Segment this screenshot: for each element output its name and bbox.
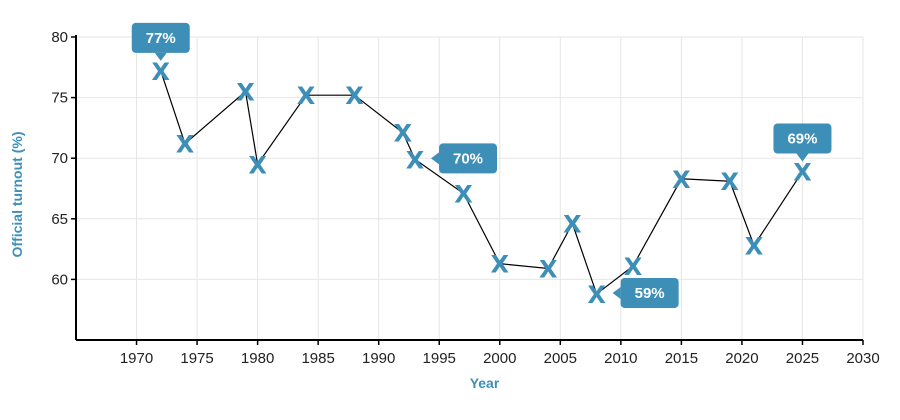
y-tick-label: 65	[51, 211, 68, 228]
x-tick-label: 1990	[362, 350, 395, 367]
data-point: X	[297, 82, 316, 110]
data-point: X	[491, 251, 510, 279]
callout-pointer	[154, 52, 167, 61]
callout-box	[620, 277, 679, 308]
data-point: X	[624, 253, 643, 281]
gridlines	[76, 36, 864, 340]
x-tick-label: 2025	[786, 350, 819, 367]
data-point: X	[345, 82, 364, 110]
callout-label: 70%	[453, 150, 483, 167]
callout-box	[439, 143, 498, 174]
x-tick-label: 1975	[180, 350, 213, 367]
y-tick-label: 70	[51, 150, 68, 167]
annotation-callout: 70%	[431, 143, 498, 174]
data-point: X	[236, 79, 255, 107]
x-tick-labels: 1970 1975 1980 1985 1990 1995 2000 2005 2010 2015…	[120, 350, 880, 367]
x-axis-title: Year	[470, 375, 500, 391]
x-tick-label: 2030	[846, 350, 879, 367]
annotation-callout: 59%	[612, 277, 679, 308]
y-tick-label: 60	[51, 271, 68, 288]
callout-box	[131, 22, 190, 53]
x-tick-label: 2015	[665, 350, 698, 367]
y-axis-title: Official turnout (%)	[9, 132, 25, 258]
x-tick-label: 2020	[725, 350, 758, 367]
callout-pointer	[796, 153, 809, 162]
data-point: X	[454, 180, 473, 208]
callout-label: 77%	[146, 30, 176, 47]
data-point: X	[745, 232, 764, 260]
x-tick-label: 2010	[604, 350, 637, 367]
series-line	[160, 70, 803, 295]
callout-label: 69%	[787, 131, 817, 148]
annotation-callout: 77%	[131, 22, 190, 61]
axes	[71, 35, 864, 345]
data-point: X	[394, 120, 413, 148]
x-tick-label: 1995	[423, 350, 456, 367]
data-point: X	[721, 168, 740, 196]
data-point: X	[151, 58, 170, 86]
callout-pointer	[431, 152, 440, 165]
data-point: X	[793, 159, 812, 187]
annotations: 77% 70% 59% 69%	[131, 22, 832, 308]
data-point: X	[176, 131, 195, 159]
callout-label: 59%	[635, 285, 665, 302]
x-tick-label: 2005	[544, 350, 577, 367]
y-tick-label: 75	[51, 90, 68, 107]
x-tick-label: 1980	[241, 350, 274, 367]
data-point: X	[563, 211, 582, 239]
data-point: X	[539, 255, 558, 283]
data-point: X	[406, 146, 425, 174]
data-point: X	[587, 281, 606, 309]
data-point: X	[672, 166, 691, 194]
x-tick-label: 1970	[120, 350, 153, 367]
x-tick-label: 1985	[301, 350, 334, 367]
data-point: X	[248, 151, 267, 179]
callout-pointer	[612, 286, 621, 299]
annotation-callout: 69%	[773, 123, 832, 162]
series-line-path	[160, 70, 803, 295]
y-tick-label: 80	[51, 29, 68, 46]
callout-box	[773, 123, 832, 154]
x-tick-label: 2000	[483, 350, 516, 367]
y-tick-labels: 60 65 70 75 80	[51, 29, 68, 288]
